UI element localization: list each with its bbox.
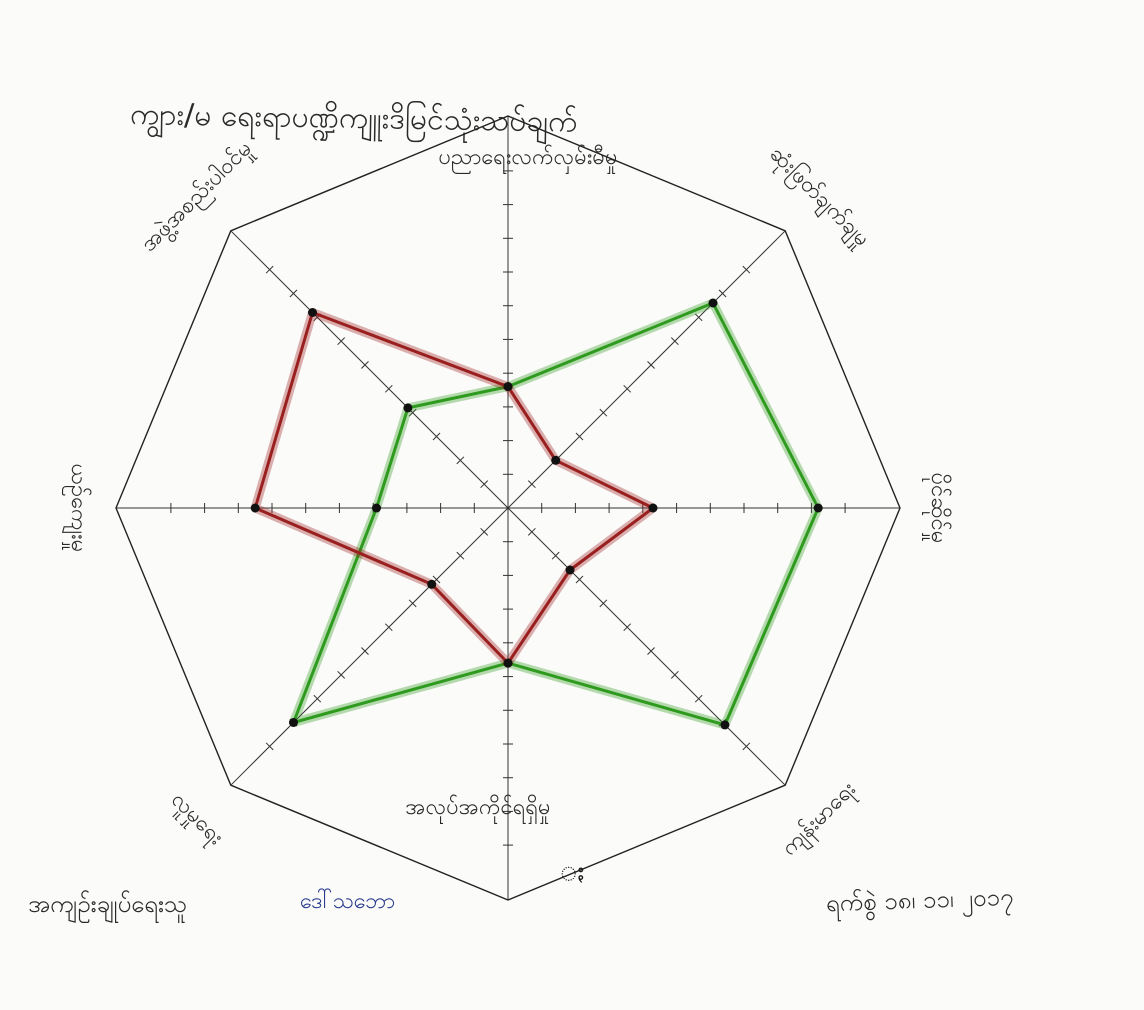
radar-axis-tick — [408, 408, 417, 417]
radar-series — [250, 298, 823, 730]
radar-axis-tick — [289, 289, 298, 298]
radar-axis-tick — [575, 575, 584, 584]
radar-axis-line — [230, 507, 509, 786]
radar-grid — [115, 115, 901, 901]
radar-axis-tick — [647, 647, 655, 655]
radar-series-point — [720, 720, 730, 730]
radar-axis-tick — [718, 289, 727, 298]
radar-axis-tick — [361, 647, 369, 655]
radar-axis-tick — [670, 670, 679, 679]
radar-axis-tick — [432, 575, 441, 584]
radar-axis-label: ပညာရေးလက်လှမ်းမီမှု — [438, 144, 617, 175]
radar-axis-line — [230, 230, 509, 509]
signature-label: အကျဉ်းချုပ်ရေးသူ — [28, 890, 188, 918]
signature-value: ဒေါ်သဘော — [300, 889, 396, 914]
radar-axis-label: လူမှုရေး — [163, 788, 228, 853]
radar-series-point — [427, 579, 437, 589]
radar-series-point — [308, 308, 317, 317]
radar-axis-tick — [265, 742, 274, 751]
radar-axis-tick — [599, 408, 608, 417]
radar-axis-tick — [456, 551, 465, 560]
radar-axis-tick — [623, 623, 632, 632]
radar-axis-tick — [337, 670, 346, 679]
radar-axis-tick — [480, 527, 489, 536]
radar-axis-tick — [742, 742, 751, 751]
radar-axis-tick — [742, 265, 751, 274]
radar-axis-tick — [384, 623, 393, 632]
radar-axis-line — [507, 507, 786, 786]
radar-axis-tick — [361, 361, 369, 369]
radar-axis-label: ပိုင်ဆိုင်မှု — [922, 473, 952, 544]
radar-axis-tick — [551, 551, 560, 560]
radar-axis-tick — [313, 694, 322, 703]
radar-series-point — [503, 382, 513, 392]
radar-axis-tick — [480, 480, 489, 489]
radar-series-point — [403, 403, 413, 413]
radar-axis-tick — [647, 361, 655, 369]
radar-axis-label: ယဉ်ကျေးမှု — [62, 464, 92, 553]
radar-axis-tick — [694, 313, 703, 322]
radar-series-point — [708, 298, 718, 308]
radar-series-point — [503, 658, 513, 668]
radar-axis-tick — [384, 384, 393, 393]
radar-axis-tick — [623, 384, 632, 393]
radar-axis-tick — [599, 599, 608, 608]
footnote-mark: ႏ — [560, 854, 585, 887]
radar-axis-tick — [527, 480, 536, 489]
radar-axis-tick — [575, 432, 584, 441]
radar-axis-tick — [432, 432, 441, 441]
radar-series-point — [250, 503, 260, 513]
date-label: ရက်စွဲ ၁၈၊ ၁၁၊ ၂၀၁၇ — [825, 882, 1015, 918]
radar-axis-tick — [265, 265, 274, 274]
radar-axis-tick — [527, 527, 536, 536]
radar-axis-label: အလုပ်အကိုင်ရရှိမှု — [405, 794, 550, 825]
radar-series-point — [551, 455, 561, 465]
radar-series-point — [813, 503, 823, 513]
radar-axis-tick — [408, 599, 417, 608]
radar-axis-tick — [670, 337, 679, 346]
radar-axis-label: ကျန်းမာရေး — [776, 776, 864, 864]
radar-axis-tick — [456, 456, 465, 465]
radar-series-point — [648, 503, 658, 513]
radar-series-point — [372, 503, 381, 513]
radar-axis-tick — [337, 337, 346, 346]
radar-axis-tick — [694, 694, 703, 703]
radar-series-point — [565, 565, 575, 575]
radar-series-point — [289, 718, 298, 727]
